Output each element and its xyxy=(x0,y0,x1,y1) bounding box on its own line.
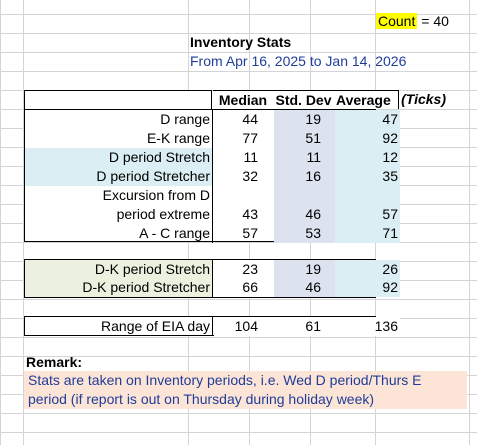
header-stddev: Std. Dev xyxy=(273,90,334,109)
table-row[interactable]: A - C range 57 53 71 xyxy=(25,224,400,243)
eia-stats-table: Range of EIA day 104 61 136 xyxy=(24,316,400,336)
row-label: E-K range xyxy=(25,129,213,148)
table-row[interactable]: D period Stretcher 32 16 35 xyxy=(25,167,400,186)
stddev-cell xyxy=(274,186,335,205)
row-label: D-K period Stretcher xyxy=(25,278,213,297)
row-label: D-K period Stretch xyxy=(25,260,213,279)
table-row[interactable]: D-K period Stretch 23 19 26 xyxy=(25,260,400,279)
row-label: A - C range xyxy=(25,224,213,243)
average-cell: 47 xyxy=(335,110,400,129)
median-cell: 66 xyxy=(242,279,258,295)
average-cell: 92 xyxy=(335,129,400,148)
table-row[interactable]: D range 44 19 47 xyxy=(25,110,400,129)
average-cell: 35 xyxy=(335,167,400,186)
median-cell xyxy=(214,186,274,205)
date-range-subtitle: From Apr 16, 2025 to Jan 14, 2026 xyxy=(190,53,407,69)
stddev-cell: 46 xyxy=(274,278,335,297)
median-cell: 44 xyxy=(242,111,258,127)
table-row[interactable]: D period Stretch 11 11 12 xyxy=(25,148,400,167)
stddev-cell: 61 xyxy=(274,317,335,336)
median-cell: 11 xyxy=(243,149,258,165)
stddev-cell: 53 xyxy=(274,224,335,243)
median-cell: 57 xyxy=(242,225,258,241)
average-cell: 92 xyxy=(335,278,400,297)
table-row[interactable]: period extreme 43 46 57 xyxy=(25,205,400,224)
median-cell: 43 xyxy=(242,206,258,222)
stddev-cell: 16 xyxy=(274,167,335,186)
stddev-cell: 46 xyxy=(274,205,335,224)
dk-stats-table: D-K period Stretch 23 19 26 D-K period S… xyxy=(24,259,400,298)
median-cell: 104 xyxy=(214,317,274,336)
median-cell: 32 xyxy=(242,168,258,184)
gridline xyxy=(469,0,470,445)
remark-box: Stats are taken on Inventory periods, i.… xyxy=(24,371,467,409)
stddev-cell: 19 xyxy=(274,110,335,129)
average-cell xyxy=(335,186,400,205)
count-label: Count xyxy=(376,13,418,29)
table-row[interactable]: D-K period Stretcher 66 46 92 xyxy=(25,278,400,297)
row-label: D period Stretcher xyxy=(25,167,213,186)
remark-line: Stats are taken on Inventory periods, i.… xyxy=(28,372,422,388)
header-row: Median Std. Dev Average (Ticks) xyxy=(24,90,476,109)
average-cell: 12 xyxy=(335,148,400,167)
count-value: = 40 xyxy=(421,13,449,29)
table-row[interactable]: E-K range 77 51 92 xyxy=(25,129,400,148)
stddev-cell: 19 xyxy=(274,260,335,279)
stddev-cell: 51 xyxy=(274,129,335,148)
table-row[interactable]: Range of EIA day 104 61 136 xyxy=(25,317,400,336)
row-label: Range of EIA day xyxy=(25,317,213,336)
header-blank-cell xyxy=(24,90,212,109)
median-cell: 77 xyxy=(242,130,258,146)
main-stats-table: D range 44 19 47 E-K range 77 51 92 D pe… xyxy=(24,109,400,243)
page-title: Inventory Stats xyxy=(190,34,292,50)
average-cell: 136 xyxy=(335,317,400,336)
average-cell: 71 xyxy=(335,224,400,243)
median-cell: 23 xyxy=(242,261,258,277)
table-row[interactable]: Excursion from D xyxy=(25,186,400,205)
header-average: Average xyxy=(334,90,399,109)
header-median: Median xyxy=(213,90,273,109)
average-cell: 26 xyxy=(335,260,400,279)
row-label: D period Stretch xyxy=(25,148,213,167)
gridline xyxy=(23,0,24,445)
row-label: Excursion from D xyxy=(25,186,213,205)
count-cell[interactable]: Count = 40 xyxy=(376,12,449,31)
stddev-cell: 11 xyxy=(274,148,335,167)
remark-title: Remark: xyxy=(26,354,83,370)
row-label: D range xyxy=(25,110,213,129)
remark-line: period (if report is out on Thursday dur… xyxy=(28,391,375,407)
average-cell: 57 xyxy=(335,205,400,224)
unit-label: (Ticks) xyxy=(401,91,446,107)
row-label: period extreme xyxy=(25,205,213,224)
